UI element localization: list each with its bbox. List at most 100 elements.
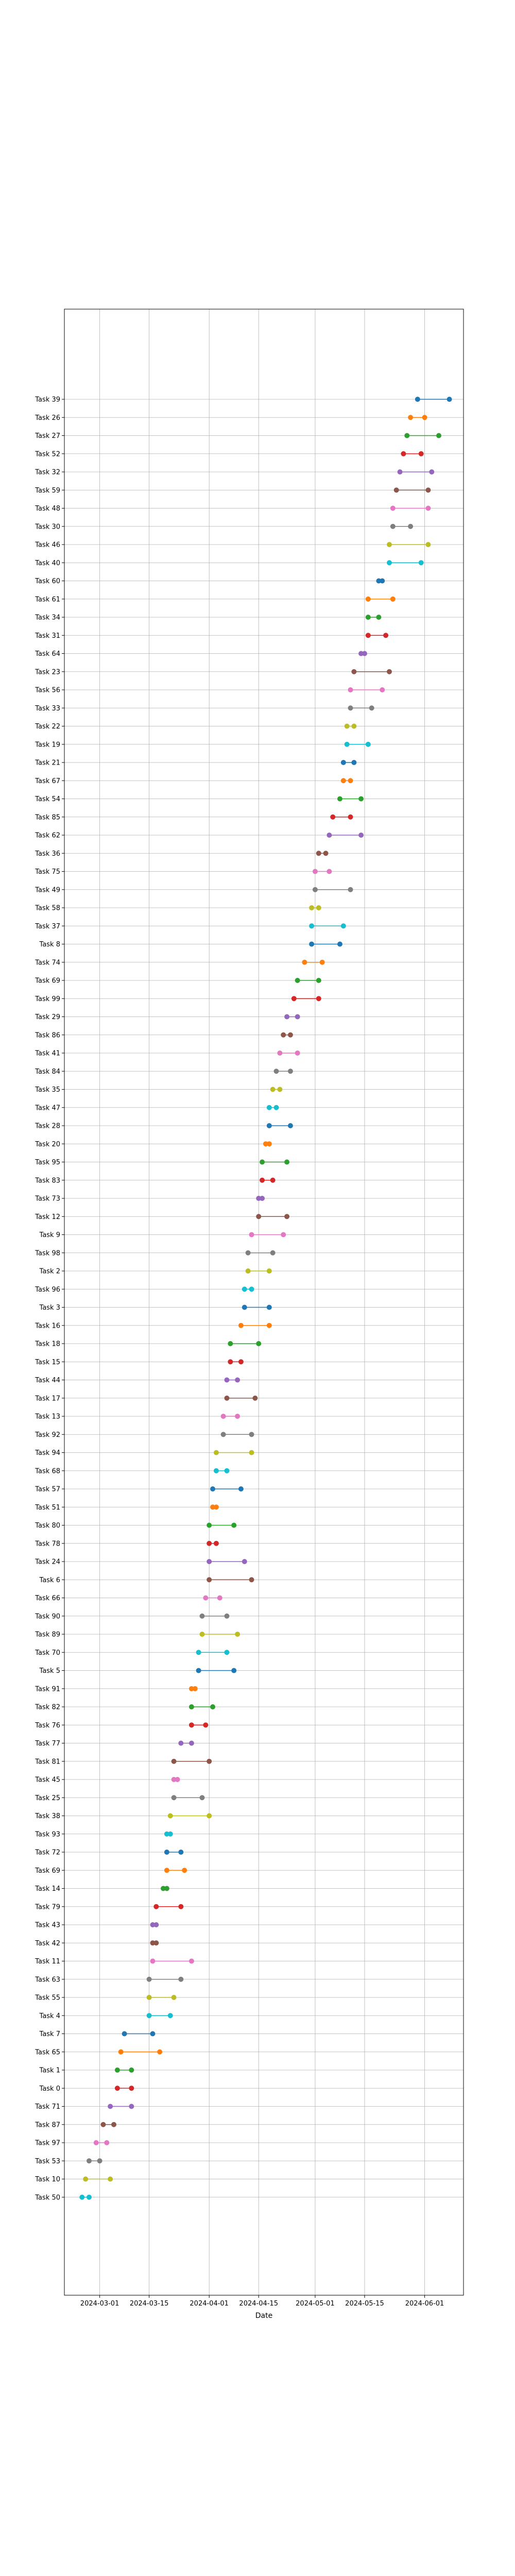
task-start-marker	[260, 1177, 265, 1183]
task-end-marker	[153, 1922, 159, 1927]
y-tick-label: Task 70	[35, 1649, 60, 1657]
x-tick-label: 2024-06-01	[405, 2300, 444, 2308]
task-start-marker	[224, 1395, 230, 1401]
y-tick-label: Task 66	[35, 1595, 60, 1602]
task-end-marker	[188, 1958, 194, 1964]
task-start-marker	[249, 1232, 254, 1238]
task-end-marker	[249, 1286, 254, 1292]
task-end-marker	[266, 1304, 272, 1310]
task-end-marker	[213, 1504, 219, 1510]
x-tick-label: 2024-03-15	[130, 2300, 169, 2308]
task-start-marker	[150, 1922, 156, 1927]
y-tick-label: Task 7	[39, 2030, 60, 2038]
y-tick-label: Task 16	[35, 1322, 60, 1330]
task-start-marker	[242, 1304, 247, 1310]
task-start-marker	[273, 1069, 279, 1074]
task-start-marker	[309, 941, 315, 947]
task-end-marker	[425, 487, 431, 493]
y-tick-label: Task 64	[35, 650, 60, 658]
task-end-marker	[129, 2086, 134, 2091]
task-start-marker	[316, 851, 321, 856]
task-end-marker	[235, 1414, 241, 1419]
task-start-marker	[256, 1196, 262, 1201]
y-tick-label: Task 76	[35, 1722, 60, 1730]
y-tick-label: Task 97	[35, 2140, 60, 2147]
task-start-marker	[397, 469, 403, 474]
task-end-marker	[213, 1540, 219, 1546]
y-tick-label: Task 25	[35, 1794, 60, 1802]
task-start-marker	[312, 887, 318, 892]
task-end-marker	[104, 2140, 110, 2145]
task-start-marker	[210, 1486, 216, 1492]
task-start-marker	[390, 505, 396, 511]
y-tick-label: Task 30	[35, 523, 60, 531]
task-start-marker	[245, 1250, 251, 1256]
y-tick-label: Task 29	[35, 1013, 60, 1021]
task-start-marker	[365, 633, 371, 638]
task-end-marker	[383, 633, 389, 638]
task-start-marker	[337, 796, 342, 802]
task-start-marker	[164, 1850, 169, 1855]
y-tick-label: Task 75	[35, 868, 60, 876]
task-end-marker	[316, 978, 321, 983]
task-start-marker	[196, 1668, 201, 1673]
task-start-marker	[171, 1758, 177, 1764]
task-end-marker	[287, 1032, 293, 1038]
y-tick-label: Task 96	[35, 1286, 60, 1294]
y-tick-label: Task 39	[35, 396, 60, 404]
y-tick-label: Task 46	[35, 541, 60, 549]
task-start-marker	[146, 1995, 152, 2000]
task-start-marker	[302, 959, 307, 965]
task-end-marker	[235, 1377, 241, 1383]
task-start-marker	[365, 615, 371, 620]
gridlines	[64, 309, 464, 2295]
y-tick-label: Task 56	[35, 687, 60, 694]
task-end-marker	[192, 1686, 198, 1691]
y-tick-label: Task 35	[35, 1086, 60, 1094]
task-start-marker	[365, 596, 371, 602]
y-tick-label: Task 45	[35, 1776, 60, 1784]
task-start-marker	[164, 1868, 169, 1873]
task-start-marker	[188, 1686, 194, 1691]
y-tick-label: Task 13	[35, 1413, 60, 1421]
y-tick-label: Task 20	[35, 1141, 60, 1148]
y-tick-label: Task 5	[39, 1667, 60, 1675]
y-tick-label: Task 38	[35, 1812, 60, 1820]
task-start-marker	[199, 1613, 205, 1619]
task-start-marker	[330, 814, 336, 820]
task-start-marker	[146, 2013, 152, 2019]
task-end-marker	[178, 1850, 184, 1855]
task-end-marker	[203, 1722, 209, 1728]
task-end-marker	[340, 923, 346, 929]
task-end-marker	[256, 1341, 262, 1346]
y-tick-label: Task 82	[35, 1704, 60, 1711]
task-start-marker	[386, 560, 392, 566]
y-tick-label: Task 74	[35, 959, 60, 967]
task-end-marker	[249, 1450, 254, 1455]
x-tick-label: 2024-04-01	[190, 2300, 229, 2308]
task-end-marker	[323, 851, 329, 856]
task-start-marker	[207, 1559, 212, 1564]
task-end-marker	[260, 1196, 265, 1201]
task-end-marker	[188, 1740, 194, 1746]
y-tick-label: Task 28	[35, 1123, 60, 1130]
task-start-marker	[164, 1831, 169, 1837]
y-tick-label: Task 81	[35, 1758, 60, 1766]
y-tick-label: Task 73	[35, 1195, 60, 1203]
y-tick-label: Task 26	[35, 414, 60, 422]
task-start-marker	[415, 397, 420, 402]
task-end-marker	[175, 1777, 180, 1782]
task-end-marker	[217, 1595, 222, 1601]
y-tick-label: Task 10	[35, 2176, 60, 2183]
task-end-marker	[266, 1323, 272, 1328]
y-tick-label: Task 72	[35, 1849, 60, 1857]
task-end-marker	[418, 451, 424, 456]
y-tick-label: Task 53	[35, 2158, 60, 2165]
task-end-marker	[167, 2013, 173, 2019]
task-end-marker	[337, 941, 342, 947]
chart-marks	[79, 397, 452, 2200]
task-start-marker	[167, 1813, 173, 1819]
task-end-marker	[365, 741, 371, 747]
y-tick-label: Task 24	[35, 1558, 60, 1566]
task-end-marker	[281, 1232, 286, 1238]
